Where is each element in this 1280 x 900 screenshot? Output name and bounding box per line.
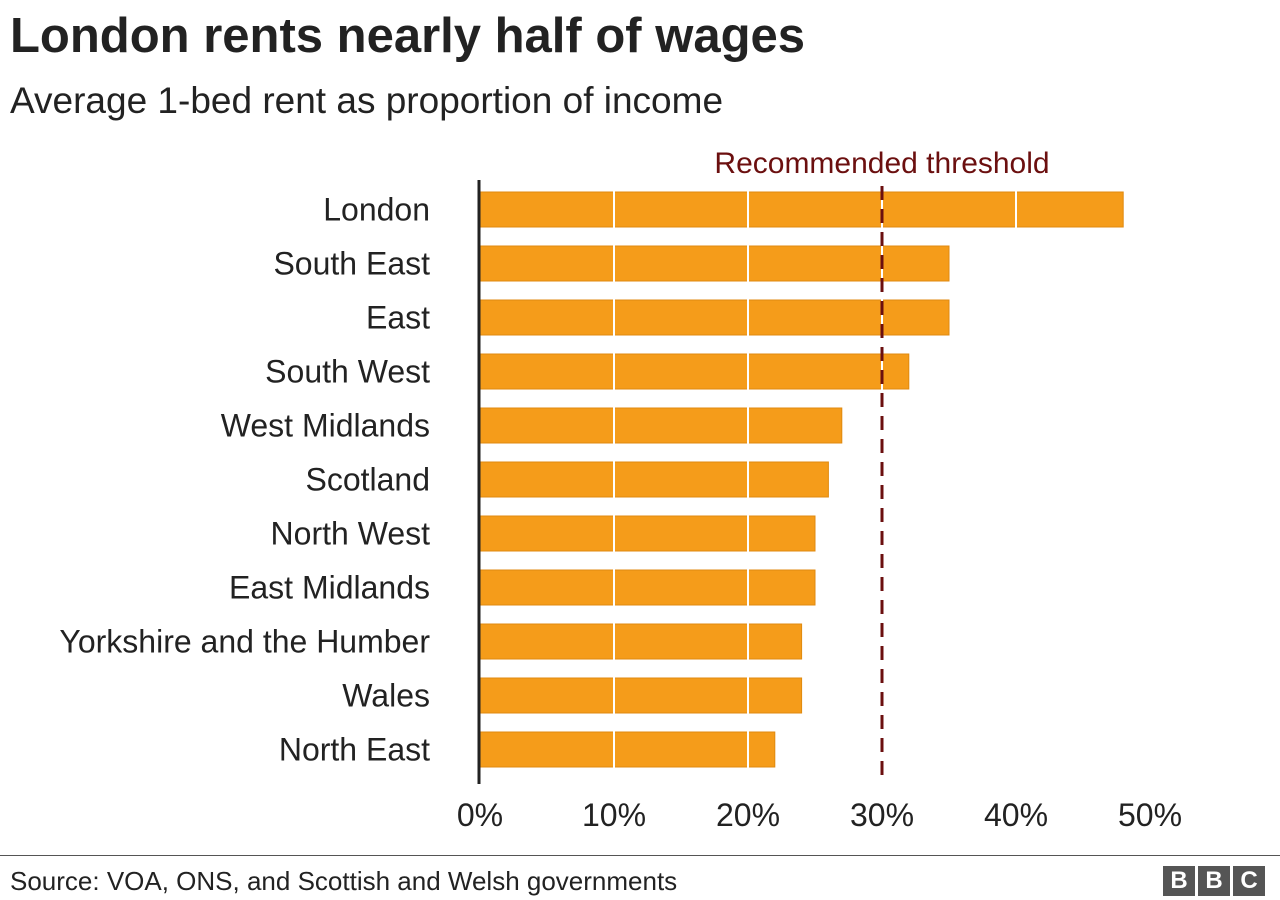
- bar: [479, 731, 776, 768]
- bbc-logo: B B C: [1163, 866, 1265, 896]
- category-label: South East: [273, 246, 430, 282]
- category-label: North West: [271, 516, 431, 552]
- bbc-logo-letter: B: [1163, 866, 1195, 896]
- bar: [479, 515, 816, 552]
- bar: [479, 407, 843, 444]
- category-label: North East: [279, 732, 430, 768]
- footer-divider: [0, 855, 1280, 856]
- chart-title: London rents nearly half of wages: [10, 9, 806, 63]
- bar: [479, 623, 803, 660]
- bar: [479, 569, 816, 606]
- bbc-logo-letter: C: [1233, 866, 1265, 896]
- bar: [479, 245, 950, 282]
- category-label: West Midlands: [221, 408, 430, 444]
- category-label: East Midlands: [229, 570, 430, 606]
- x-tick-label: 40%: [984, 797, 1048, 833]
- category-label: Yorkshire and the Humber: [59, 624, 430, 660]
- x-tick-label: 30%: [850, 797, 914, 833]
- x-tick-label: 50%: [1118, 797, 1182, 833]
- bbc-logo-letter: B: [1198, 866, 1230, 896]
- category-label: Wales: [342, 678, 430, 714]
- x-tick-label: 10%: [582, 797, 646, 833]
- bar: [479, 191, 1124, 228]
- category-label: Scotland: [305, 462, 430, 498]
- bar: [479, 299, 950, 336]
- source-note: Source: VOA, ONS, and Scottish and Welsh…: [10, 866, 678, 896]
- category-label: South West: [265, 354, 430, 390]
- category-label: East: [366, 300, 430, 336]
- bar: [479, 353, 910, 390]
- category-label: London: [323, 192, 430, 228]
- chart-subtitle: Average 1-bed rent as proportion of inco…: [10, 80, 724, 121]
- bar: [479, 461, 829, 498]
- threshold-label: Recommended threshold: [714, 147, 1049, 180]
- x-tick-label: 0%: [457, 797, 503, 833]
- x-tick-label: 20%: [716, 797, 780, 833]
- bar-chart: London South East East South West West Midla…: [59, 147, 1182, 833]
- bar: [479, 677, 803, 714]
